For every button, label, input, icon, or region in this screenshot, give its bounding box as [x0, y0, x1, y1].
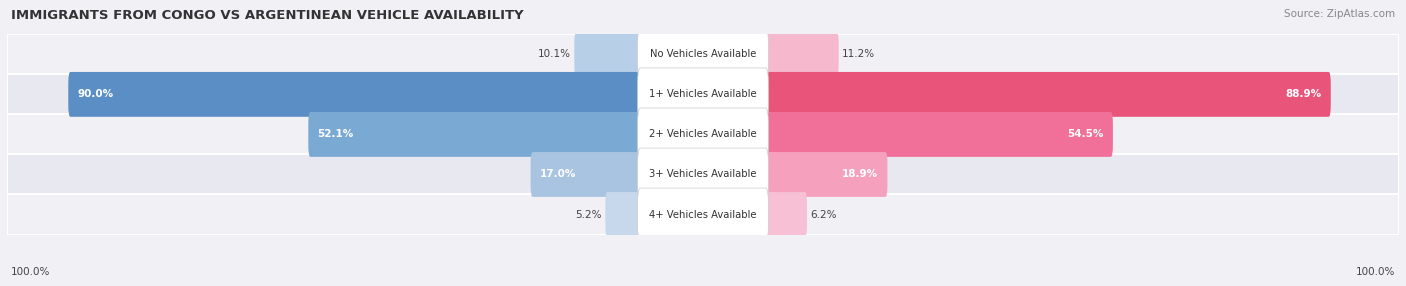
Text: 52.1%: 52.1%	[318, 130, 353, 139]
Bar	[7, 154, 1399, 194]
Text: Source: ZipAtlas.com: Source: ZipAtlas.com	[1284, 9, 1395, 19]
Bar	[7, 74, 1399, 114]
Text: 6.2%: 6.2%	[810, 210, 837, 219]
Text: No Vehicles Available: No Vehicles Available	[650, 49, 756, 59]
FancyBboxPatch shape	[637, 188, 769, 241]
FancyBboxPatch shape	[763, 32, 838, 77]
Text: 88.9%: 88.9%	[1285, 90, 1322, 99]
Text: 4+ Vehicles Available: 4+ Vehicles Available	[650, 210, 756, 219]
FancyBboxPatch shape	[69, 72, 643, 117]
Bar	[7, 194, 1399, 235]
FancyBboxPatch shape	[637, 148, 769, 201]
FancyBboxPatch shape	[637, 108, 769, 161]
Text: 90.0%: 90.0%	[77, 90, 114, 99]
FancyBboxPatch shape	[763, 192, 807, 237]
FancyBboxPatch shape	[308, 112, 643, 157]
Text: 5.2%: 5.2%	[575, 210, 602, 219]
Bar	[7, 34, 1399, 74]
Text: 10.1%: 10.1%	[538, 49, 571, 59]
FancyBboxPatch shape	[763, 152, 887, 197]
FancyBboxPatch shape	[763, 112, 1114, 157]
Text: 11.2%: 11.2%	[842, 49, 876, 59]
Bar	[7, 114, 1399, 154]
FancyBboxPatch shape	[606, 192, 643, 237]
Text: 100.0%: 100.0%	[1355, 267, 1395, 277]
Text: 54.5%: 54.5%	[1067, 130, 1104, 139]
Text: 18.9%: 18.9%	[842, 170, 879, 179]
Text: 3+ Vehicles Available: 3+ Vehicles Available	[650, 170, 756, 179]
Text: 2+ Vehicles Available: 2+ Vehicles Available	[650, 130, 756, 139]
FancyBboxPatch shape	[637, 68, 769, 121]
Text: 1+ Vehicles Available: 1+ Vehicles Available	[650, 90, 756, 99]
FancyBboxPatch shape	[637, 28, 769, 81]
FancyBboxPatch shape	[530, 152, 643, 197]
Text: 17.0%: 17.0%	[540, 170, 576, 179]
FancyBboxPatch shape	[763, 72, 1330, 117]
FancyBboxPatch shape	[574, 32, 643, 77]
Text: 100.0%: 100.0%	[11, 267, 51, 277]
Text: IMMIGRANTS FROM CONGO VS ARGENTINEAN VEHICLE AVAILABILITY: IMMIGRANTS FROM CONGO VS ARGENTINEAN VEH…	[11, 9, 524, 21]
